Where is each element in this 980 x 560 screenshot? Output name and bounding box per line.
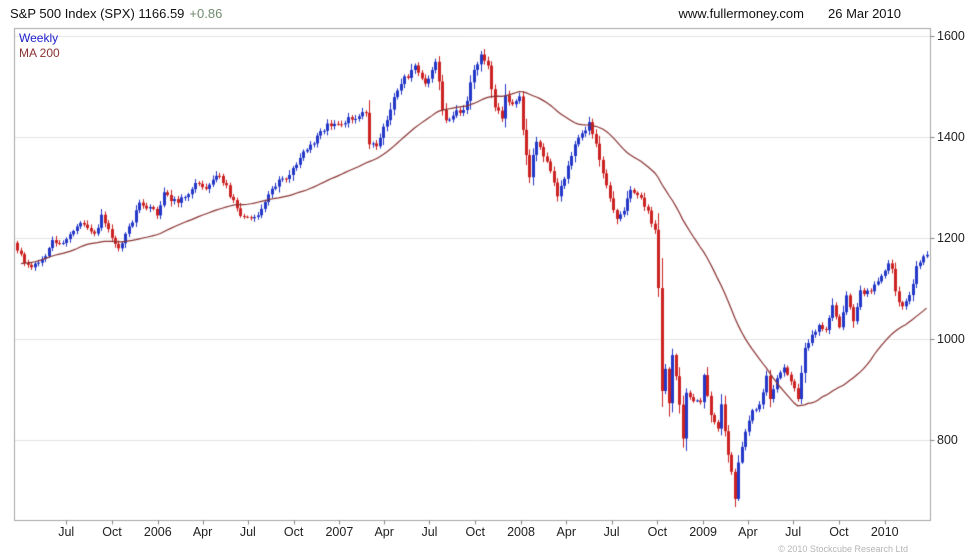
- x-axis-label: 2010: [870, 525, 899, 539]
- x-axis-label: Oct: [283, 525, 304, 539]
- copyright-notice: © 2010 Stockcube Research Ltd: [778, 544, 908, 554]
- x-axis-label: Apr: [556, 525, 576, 539]
- x-axis-label: 2006: [143, 525, 172, 539]
- chart-header: S&P 500 Index (SPX) 1166.59 +0.86 www.ful…: [0, 0, 980, 26]
- x-axis-label: Jul: [58, 525, 75, 539]
- x-axis-label: Oct: [102, 525, 122, 539]
- chart-date: 26 Mar 2010: [828, 5, 901, 21]
- legend-ma200-label: MA 200: [19, 46, 60, 60]
- y-axis-label: 800: [937, 432, 958, 447]
- x-axis-label: Apr: [738, 525, 758, 539]
- website-link[interactable]: www.fullermoney.com: [678, 5, 804, 21]
- x-axis-label: Jul: [603, 525, 620, 539]
- x-axis-label: 2007: [325, 525, 354, 539]
- y-axis-label: 1200: [937, 230, 965, 245]
- x-axis-label: Apr: [192, 525, 213, 539]
- x-axis-label: 2009: [689, 525, 718, 539]
- x-axis-label: Jul: [785, 525, 802, 539]
- y-axis-label: 1000: [937, 331, 965, 346]
- price-change: +0.86: [189, 5, 223, 21]
- x-axis-label: Oct: [829, 525, 849, 539]
- y-axis-label: 1600: [937, 29, 965, 44]
- x-axis-label: Jul: [421, 525, 438, 539]
- y-axis-label: 1400: [937, 129, 965, 144]
- instrument-title: S&P 500 Index (SPX) 1166.59: [10, 5, 185, 21]
- header-right: www.fullermoney.com 26 Mar 2010: [679, 6, 901, 21]
- chart-title: S&P 500 Index (SPX) 1166.59 +0.86: [10, 6, 222, 21]
- copyright-text: © 2010 Stockcube Research Ltd: [778, 544, 908, 554]
- chart-legend: Weekly MA 200: [19, 31, 60, 61]
- x-axis-label: Oct: [647, 525, 668, 539]
- x-axis-label: Jul: [239, 525, 256, 539]
- x-axis-label: Oct: [465, 525, 485, 539]
- x-axis-label: Apr: [374, 525, 394, 539]
- legend-weekly-label: Weekly: [19, 31, 59, 45]
- x-axis-label: 2008: [507, 525, 535, 539]
